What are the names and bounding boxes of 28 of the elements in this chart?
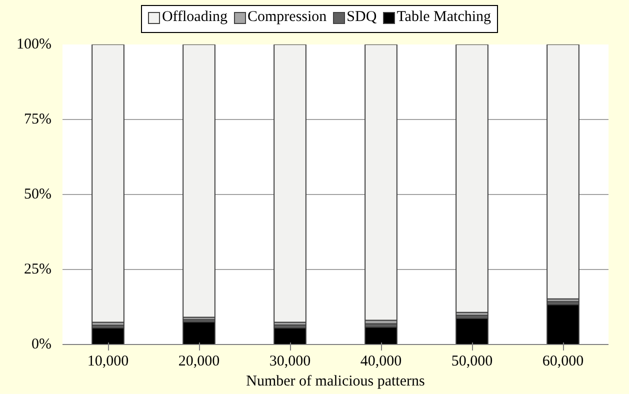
bar	[546, 44, 580, 300]
bar	[274, 328, 306, 344]
y-tick-label: 50%	[24, 186, 52, 202]
bar	[182, 44, 216, 318]
x-axis-title: Number of malicious patterns	[246, 374, 426, 390]
y-tick-label: 25%	[24, 262, 52, 278]
y-tick-label: 75%	[24, 112, 52, 128]
bar	[92, 328, 124, 344]
bar	[274, 44, 306, 323]
x-tick-label: 40,000	[360, 354, 402, 370]
x-tick-label: 30,000	[269, 354, 311, 370]
bar	[456, 318, 488, 344]
legend-label: SDQ	[346, 8, 377, 27]
y-tick-label: 0%	[32, 336, 52, 352]
bar	[456, 44, 488, 313]
x-tick-label: 20,000	[178, 354, 220, 370]
legend-label: Table Matching	[396, 8, 492, 27]
bar	[92, 44, 124, 323]
legend-label: Offloading	[160, 8, 228, 27]
legend-label: Compression	[246, 8, 327, 27]
x-tick-label: 60,000	[542, 354, 584, 370]
x-tick-label: 50,000	[451, 354, 493, 370]
bar	[182, 322, 216, 344]
bar	[364, 326, 398, 344]
bar	[364, 44, 398, 321]
x-tick-label: 10,000	[87, 354, 129, 370]
bar	[546, 304, 580, 344]
y-tick-label: 100%	[16, 36, 52, 52]
